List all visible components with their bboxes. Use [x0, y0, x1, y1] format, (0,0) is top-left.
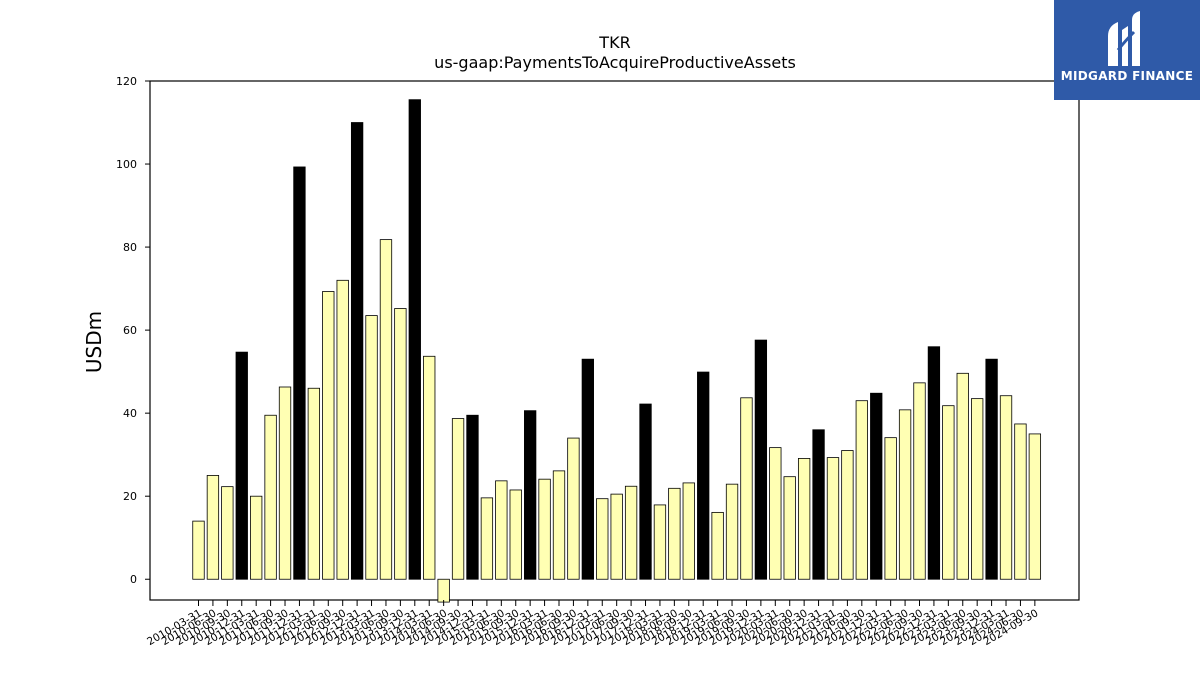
bar	[812, 429, 825, 580]
bar	[769, 447, 782, 580]
bar	[480, 497, 494, 580]
chart-title: TKR	[598, 33, 630, 52]
bar	[350, 122, 364, 580]
bar	[581, 358, 594, 580]
bar	[423, 355, 436, 580]
y-tick-label: 0	[130, 573, 137, 586]
bar	[682, 482, 695, 580]
x-axis: 2010-03-312010-06-302010-09-302010-12-31…	[145, 600, 1040, 648]
bar-series	[192, 99, 1042, 603]
bar	[826, 457, 840, 580]
bar	[336, 279, 349, 580]
bar	[999, 395, 1013, 580]
bar	[870, 392, 883, 580]
bar	[221, 486, 234, 580]
bar	[841, 450, 854, 580]
bar	[206, 475, 220, 580]
bar	[278, 386, 292, 580]
bar	[322, 291, 335, 580]
bar	[509, 489, 522, 580]
bar	[307, 387, 321, 580]
y-axis-label: USDm	[82, 311, 106, 373]
bar	[264, 414, 277, 580]
bar	[956, 372, 969, 580]
bar	[942, 405, 955, 580]
bar	[927, 346, 941, 580]
bar	[552, 470, 566, 580]
y-tick-label: 80	[123, 241, 137, 254]
bar	[639, 403, 652, 580]
bar	[394, 308, 407, 580]
logo-mark-icon	[1108, 11, 1140, 66]
bar	[711, 511, 724, 580]
bar	[985, 358, 998, 580]
bar	[898, 409, 912, 580]
bar	[250, 495, 263, 580]
bar	[610, 493, 623, 580]
y-tick-label: 100	[116, 158, 137, 171]
bar	[913, 382, 926, 580]
bar	[697, 371, 710, 580]
bar	[971, 398, 984, 580]
bar	[437, 578, 450, 603]
bar	[538, 478, 551, 580]
bar	[596, 498, 609, 580]
bar	[466, 414, 479, 580]
chart-subtitle: us-gaap:PaymentsToAcquireProductiveAsset…	[434, 53, 796, 72]
bar	[379, 239, 393, 580]
bar	[1028, 433, 1042, 580]
bar	[192, 520, 205, 580]
plot-area	[149, 80, 1080, 601]
bar	[451, 418, 465, 580]
midgard-finance-logo: MIDGARD FINANCE	[1054, 0, 1200, 100]
bar	[567, 437, 580, 580]
bar	[293, 166, 306, 580]
bar	[624, 485, 638, 580]
bar	[783, 476, 796, 580]
bar	[855, 400, 868, 580]
y-tick-label: 120	[116, 75, 137, 88]
bar	[668, 487, 681, 580]
bar	[884, 437, 897, 580]
y-tick-label: 20	[123, 490, 137, 503]
bar	[740, 397, 753, 580]
y-axis: 0 20 40 60 80 100 120	[116, 75, 150, 586]
bar	[524, 410, 537, 580]
bar	[408, 99, 421, 580]
bar	[754, 339, 768, 580]
bar	[365, 315, 378, 580]
bar	[653, 504, 667, 580]
bar	[1014, 423, 1027, 580]
bar	[797, 458, 811, 580]
bar	[235, 351, 248, 580]
logo-text: MIDGARD FINANCE	[1060, 69, 1194, 83]
y-tick-label: 40	[123, 407, 137, 420]
y-tick-label: 60	[123, 324, 137, 337]
bar	[725, 483, 739, 580]
bar	[495, 480, 508, 580]
